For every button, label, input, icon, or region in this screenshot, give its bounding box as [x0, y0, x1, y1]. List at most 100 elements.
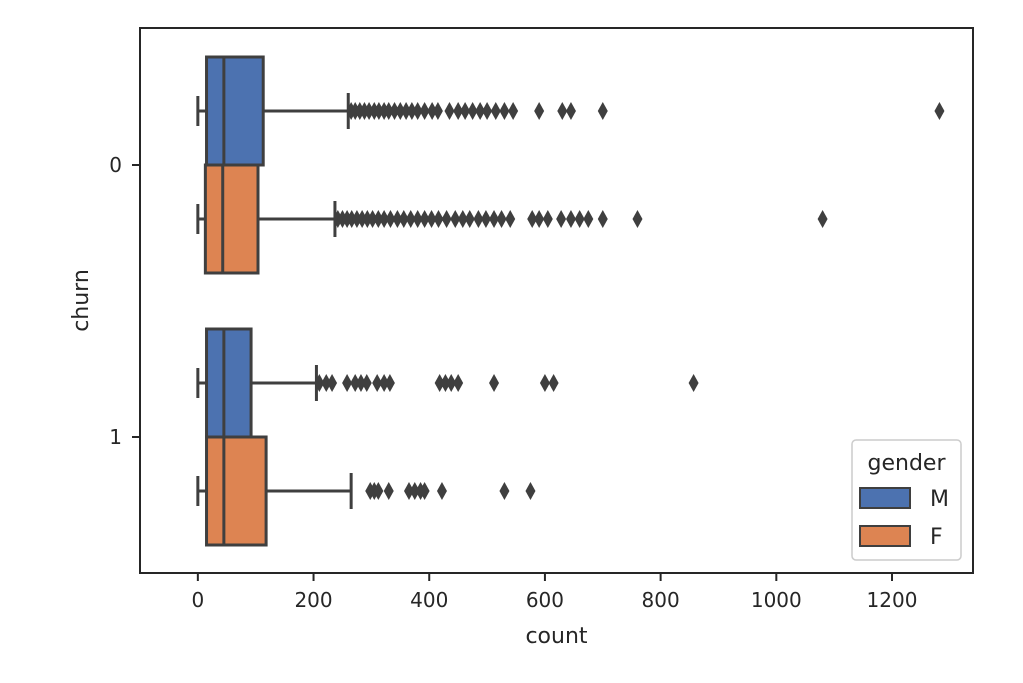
outlier-point [405, 210, 416, 228]
outlier-point [373, 102, 384, 120]
outlier-point [433, 210, 444, 228]
outlier-point [565, 210, 576, 228]
outlier-point [383, 102, 394, 120]
outlier-point [539, 374, 550, 392]
iqr-box [205, 327, 253, 439]
outlier-point [499, 102, 510, 120]
outlier-point [379, 210, 390, 228]
legend-title: gender [868, 451, 947, 476]
x-tick-label: 400 [410, 588, 448, 612]
outlier-point [505, 210, 516, 228]
outlier-point [557, 102, 568, 120]
outlier-point [499, 482, 510, 500]
outlier-point [406, 102, 417, 120]
outlier-point [427, 102, 438, 120]
legend-label-M: M [930, 487, 949, 512]
outlier-point [412, 102, 423, 120]
iqr-box [205, 55, 265, 167]
outlier-point [688, 374, 699, 392]
outlier-point [817, 210, 828, 228]
outlier-point [379, 374, 390, 392]
box-M-churn-1 [196, 327, 699, 439]
outlier-point [432, 102, 443, 120]
y-axis-label: churn [69, 269, 94, 332]
outlier-point [490, 102, 501, 120]
legend-swatch-F [859, 525, 911, 547]
outlier-point [419, 482, 430, 500]
x-tick-label: 0 [191, 588, 204, 612]
outlier-point [464, 210, 475, 228]
outlier-point [475, 102, 486, 120]
outlier-point [450, 210, 461, 228]
outlier-point [525, 482, 536, 500]
outlier-point [527, 210, 538, 228]
outlier-point [367, 210, 378, 228]
plot-area [196, 55, 945, 547]
x-tick-label: 800 [642, 588, 680, 612]
outlier-point [453, 102, 464, 120]
outlier-point [350, 374, 361, 392]
outlier-point [467, 102, 478, 120]
outlier-point [574, 210, 585, 228]
outlier-point [934, 102, 945, 120]
outlier-point [496, 210, 507, 228]
outlier-point [342, 374, 353, 392]
outlier-point [597, 210, 608, 228]
plot-frame [139, 27, 974, 574]
outlier-point [395, 102, 406, 120]
box-F-churn-0 [196, 163, 828, 275]
outlier-point [542, 210, 553, 228]
outlier-point [383, 482, 394, 500]
outlier-point [409, 482, 420, 500]
outlier-point [361, 374, 372, 392]
outlier-point [314, 374, 325, 392]
y-tick-label: 0 [109, 153, 122, 177]
outlier-point [482, 102, 493, 120]
outlier-point [473, 210, 484, 228]
outlier-point [434, 374, 445, 392]
outlier-point [556, 210, 567, 228]
outlier-point [403, 482, 414, 500]
iqr-box [203, 163, 260, 275]
x-tick-label: 1000 [751, 588, 802, 612]
outlier-point [355, 374, 366, 392]
axes: 0 200 400 600 800 1000 1200 0 1 [109, 153, 917, 612]
outlier-point [489, 210, 500, 228]
outlier-point [426, 210, 437, 228]
iqr-box [205, 435, 268, 547]
outlier-point [357, 210, 368, 228]
outlier-point [398, 210, 409, 228]
outlier-point [392, 210, 403, 228]
legend-label-F: F [930, 525, 943, 550]
outlier-point [565, 102, 576, 120]
outlier-point [534, 210, 545, 228]
outlier-point [436, 482, 447, 500]
outlier-point [597, 102, 608, 120]
outlier-point [440, 374, 451, 392]
outlier-point [373, 210, 384, 228]
box-M-churn-0 [196, 55, 945, 167]
box-F-churn-1 [196, 435, 536, 547]
outlier-point [534, 102, 545, 120]
outlier-point [419, 102, 430, 120]
x-tick-label: 200 [294, 588, 332, 612]
outlier-point [364, 102, 375, 120]
outlier-point [346, 210, 357, 228]
outlier-point [385, 210, 396, 228]
outlier-point [632, 210, 643, 228]
outlier-point [372, 374, 383, 392]
outlier-point [384, 374, 395, 392]
outlier-point [351, 210, 362, 228]
outlier-point [480, 210, 491, 228]
outlier-point [446, 374, 457, 392]
outlier-point [457, 210, 468, 228]
outlier-point [373, 482, 384, 500]
outlier-point [444, 102, 455, 120]
outlier-point [508, 102, 519, 120]
y-tick-label: 1 [109, 425, 122, 449]
legend: gender MF [851, 439, 962, 561]
x-tick-label: 1200 [867, 588, 918, 612]
outlier-point [453, 374, 464, 392]
outlier-point [489, 374, 500, 392]
